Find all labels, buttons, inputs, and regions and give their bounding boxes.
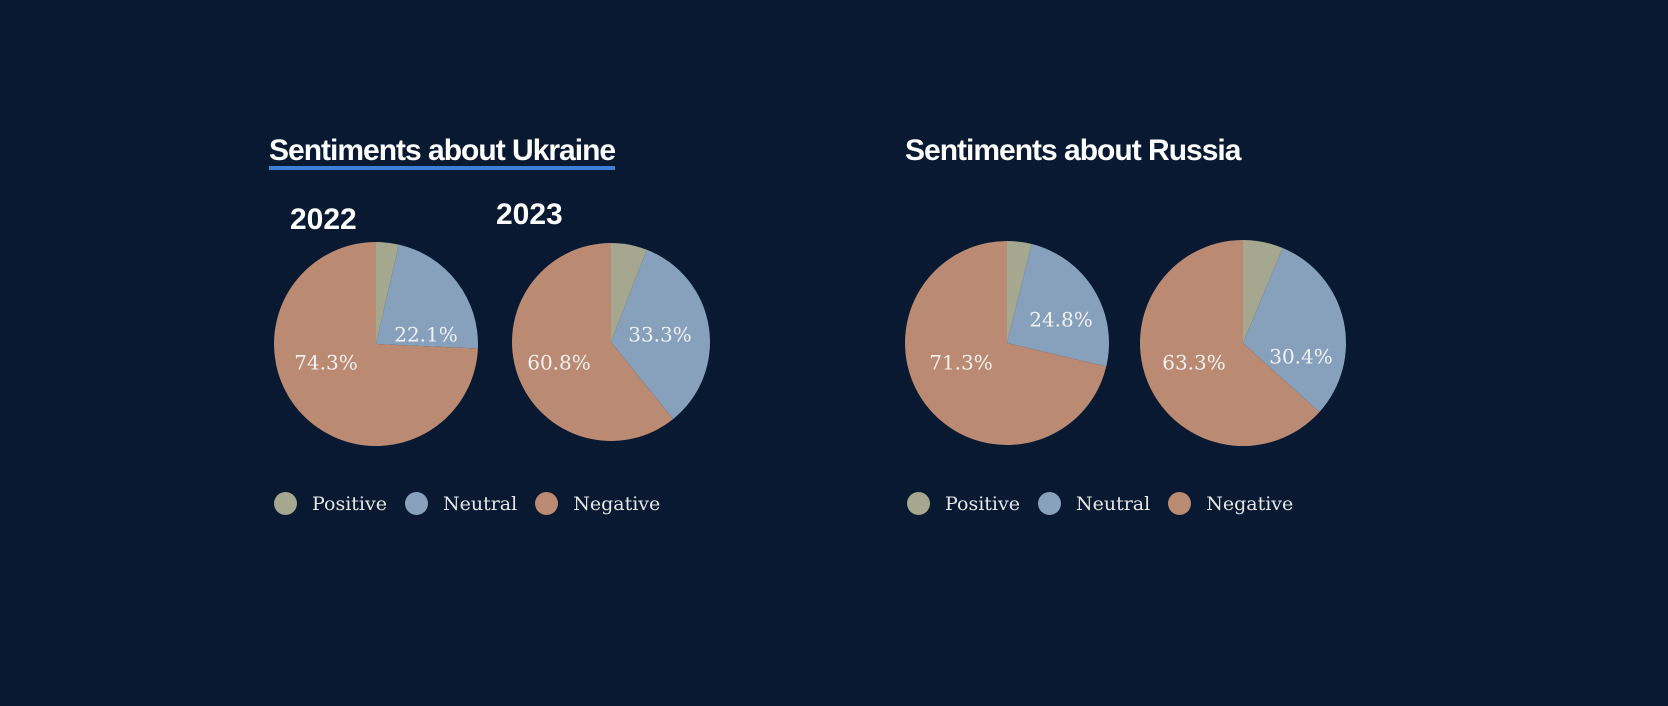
slice-label-negative: 63.3%: [1162, 351, 1226, 375]
legend-label-positive: Positive: [945, 492, 1020, 515]
pie-slice-neutral: [611, 249, 710, 420]
pie-slice-negative: [512, 243, 674, 441]
pie-slice-positive: [376, 242, 399, 344]
legend-label-positive: Positive: [312, 492, 387, 515]
legend-item-neutral: Neutral: [1037, 492, 1151, 515]
legend-russia: Positive Neutral Negative: [907, 492, 1311, 515]
slice-label-neutral: 33.3%: [628, 323, 692, 347]
legend-ukraine: Positive Neutral Negative: [274, 492, 678, 515]
legend-label-negative: Negative: [1206, 492, 1294, 515]
pie-slice-positive: [1243, 240, 1283, 343]
legend-item-negative: Negative: [1168, 492, 1293, 515]
pie-slice-neutral: [1243, 247, 1346, 413]
legend-item-positive: Positive: [907, 492, 1020, 515]
legend-label-neutral: Neutral: [1075, 492, 1151, 515]
legend-item-negative: Negative: [535, 492, 660, 515]
slice-label-neutral: 24.8%: [1029, 308, 1093, 332]
legend-item-positive: Positive: [274, 492, 387, 515]
legend-swatch-negative: [1168, 492, 1192, 515]
slice-label-neutral: 30.4%: [1269, 345, 1333, 369]
slice-label-negative: 71.3%: [929, 351, 993, 375]
legend-swatch-neutral: [1037, 492, 1061, 515]
legend-label-neutral: Neutral: [442, 492, 518, 515]
year-label-2023: 2023: [496, 198, 563, 231]
pie-slice-negative: [1140, 240, 1320, 446]
year-label-2022: 2022: [290, 203, 357, 236]
slice-label-neutral: 22.1%: [394, 323, 458, 347]
pie-slice-neutral: [1007, 244, 1110, 367]
pie-slice-negative: [274, 242, 478, 446]
slice-label-negative: 74.3%: [294, 351, 358, 375]
pie-slice-positive: [1007, 241, 1032, 343]
legend-swatch-neutral: [404, 492, 428, 515]
legend-swatch-negative: [535, 492, 559, 515]
pie-slice-positive: [611, 243, 647, 342]
pie-slice-negative: [905, 241, 1107, 446]
legend-swatch-positive: [274, 492, 297, 515]
legend-label-negative: Negative: [573, 492, 661, 515]
legend-swatch-positive: [907, 492, 930, 515]
slice-label-negative: 60.8%: [527, 351, 591, 375]
ukraine-panel-title[interactable]: Sentiments about Ukraine: [269, 136, 616, 170]
legend-item-neutral: Neutral: [404, 492, 518, 515]
russia-panel-title: Sentiments about Russia: [905, 134, 1241, 167]
pie-slice-neutral: [376, 244, 479, 349]
